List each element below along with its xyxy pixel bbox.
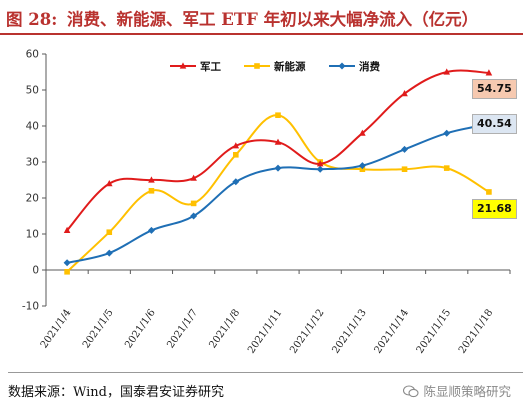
data-point-military xyxy=(148,176,155,183)
data-point-military xyxy=(401,90,408,97)
end-value-label-military: 54.75 xyxy=(472,78,517,99)
data-point-consumer xyxy=(190,212,198,220)
data-point-newenergy xyxy=(254,63,260,69)
y-tick-label: 30 xyxy=(26,157,39,169)
data-point-newenergy xyxy=(486,189,492,195)
data-point-newenergy xyxy=(275,112,281,118)
data-point-newenergy xyxy=(359,166,366,172)
end-value-label-consumer: 40.54 xyxy=(472,114,517,135)
data-point-military xyxy=(443,68,451,75)
x-tick-label: 2021/1/5 xyxy=(81,307,116,350)
title-bar: 图 28: 消费、新能源、军工 ETF 年初以来大幅净流入（亿元） xyxy=(0,0,523,35)
x-tick-label: 2021/1/18 xyxy=(457,307,495,355)
data-point-consumer xyxy=(274,164,282,172)
y-tick-label: -10 xyxy=(22,301,39,313)
data-point-consumer xyxy=(316,165,324,173)
data-point-consumer xyxy=(63,259,71,267)
data-point-consumer xyxy=(232,178,240,186)
x-tick-label: 2021/1/13 xyxy=(330,307,368,355)
y-tick-label: 0 xyxy=(32,265,39,277)
data-point-newenergy xyxy=(401,166,408,172)
source-note: 数据来源：Wind，国泰君安证券研究 xyxy=(8,385,224,400)
data-point-military xyxy=(274,138,282,145)
data-point-consumer xyxy=(358,162,366,170)
legend-label-military: 军工 xyxy=(200,61,221,73)
figure-title-text: 消费、新能源、军工 ETF 年初以来大幅净流入（亿元） xyxy=(67,10,479,29)
x-tick-label: 2021/1/12 xyxy=(288,307,326,355)
data-point-newenergy xyxy=(233,152,239,158)
wechat-icon xyxy=(403,384,420,401)
data-point-military xyxy=(485,69,493,76)
figure-number: 图 28: xyxy=(6,10,58,29)
data-point-consumer xyxy=(338,62,346,70)
data-point-newenergy xyxy=(106,229,113,235)
data-point-military xyxy=(359,129,366,136)
x-tick-label: 2021/1/7 xyxy=(165,307,200,350)
x-tick-label: 2021/1/14 xyxy=(373,307,411,355)
legend-label-newenergy: 新能源 xyxy=(274,60,306,73)
figure-title: 图 28: 消费、新能源、军工 ETF 年初以来大幅净流入（亿元） xyxy=(6,6,478,30)
data-point-newenergy xyxy=(443,165,450,171)
x-tick-label: 2021/1/8 xyxy=(207,307,242,350)
x-tick-label: 2021/1/4 xyxy=(39,307,74,350)
data-point-military xyxy=(190,174,197,181)
data-point-military xyxy=(63,226,71,233)
data-point-newenergy xyxy=(190,200,197,207)
data-point-military xyxy=(316,160,324,167)
series-line-military xyxy=(66,69,489,232)
x-tick-label: 2021/1/6 xyxy=(123,307,158,350)
data-point-newenergy xyxy=(64,269,70,275)
data-point-military xyxy=(105,180,113,187)
y-tick-label: 40 xyxy=(26,121,39,133)
data-point-consumer xyxy=(443,129,451,137)
chart-area: -10 0 10 20 30 40 50 60 2021/1/4 2021/1/5 2021/1/6… xyxy=(0,42,523,372)
source-divider xyxy=(8,372,523,373)
watermark: 陈显顺策略研究 xyxy=(403,381,511,401)
line-chart: -10 0 10 20 30 40 50 60 2021/1/4 2021/1/5 2021/1/6… xyxy=(22,49,511,356)
data-point-military xyxy=(232,142,240,149)
series-line-consumer xyxy=(66,123,490,264)
data-point-consumer xyxy=(105,249,113,257)
y-tick-label: 60 xyxy=(26,49,39,61)
data-point-newenergy xyxy=(148,188,155,194)
end-value-label-newenergy: 21.68 xyxy=(472,198,517,219)
y-tick-label: 20 xyxy=(26,193,39,205)
x-tick-label: 2021/1/15 xyxy=(415,307,453,355)
data-point-consumer xyxy=(147,226,155,234)
x-tick-label: 2021/1/11 xyxy=(246,307,284,355)
data-point-consumer xyxy=(401,145,409,153)
legend-label-consumer: 消费 xyxy=(359,60,380,73)
data-point-military xyxy=(179,62,187,69)
y-tick-label: 10 xyxy=(26,229,39,241)
y-tick-label: 50 xyxy=(26,85,39,97)
watermark-text: 陈显顺策略研究 xyxy=(423,384,511,399)
